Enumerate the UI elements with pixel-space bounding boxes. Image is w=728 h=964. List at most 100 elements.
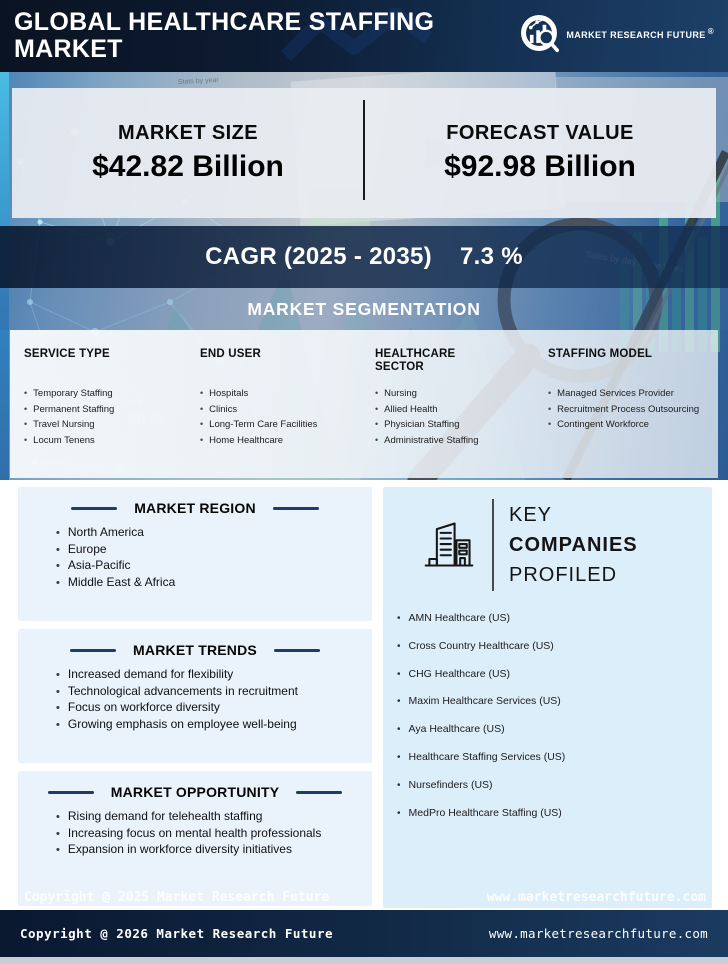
title-dash-left: [47, 790, 94, 794]
segmentation-column-staffing-model: STAFFING MODEL Managed Services Provider…: [548, 348, 718, 478]
list-item: Long-Term Care Facilities: [200, 417, 375, 433]
key-companies-title-line2: COMPANIES: [509, 534, 638, 556]
forecast-value-stat: FORECAST VALUE $92.98 Billion: [364, 88, 716, 218]
registered-mark: ®: [707, 26, 714, 36]
key-companies-card: KEY COMPANIES PROFILED AMN Healthcare (U…: [383, 487, 712, 908]
market-size-label: MARKET SIZE: [118, 122, 258, 144]
forecast-value-value: $92.98 Billion: [444, 150, 636, 183]
list-item: Hospitals: [200, 386, 375, 402]
key-companies-list: AMN Healthcare (US)Cross Country Healthc…: [397, 605, 712, 827]
list-item: Asia-Pacific: [56, 558, 372, 575]
list-item: Technological advancements in recruitmen…: [56, 684, 372, 701]
market-region-card: MARKET REGION North AmericaEuropeAsia-Pa…: [18, 487, 372, 621]
list-item: Maxim Healthcare Services (US): [397, 688, 712, 716]
list-item: Focus on workforce diversity: [56, 700, 372, 717]
list-item: Recruitment Process Outsourcing: [548, 402, 718, 418]
segmentation-list: Temporary StaffingPermanent StaffingTrav…: [24, 386, 200, 448]
title-dash-right: [272, 506, 319, 510]
segmentation-column-service-type: SERVICE TYPE Temporary StaffingPermanent…: [24, 348, 200, 478]
list-item: Europe: [56, 542, 372, 559]
hero-photo-section: Stats by year: [0, 72, 728, 480]
segmentation-column-title: SERVICE TYPE: [24, 348, 110, 360]
segmentation-column-end-user: END USER HospitalsClinicsLong-Term Care …: [200, 348, 375, 478]
segmentation-column-title: STAFFING MODEL: [548, 348, 653, 360]
title-dash-left: [71, 506, 118, 510]
stats-panel: MARKET SIZE $42.82 Billion FORECAST VALU…: [12, 88, 716, 218]
page-title-line1: GLOBAL HEALTHCARE STAFFING: [14, 8, 435, 36]
header-decoration: [281, 8, 433, 61]
list-item: Increasing focus on mental health profes…: [56, 826, 372, 843]
header: GLOBAL HEALTHCARE STAFFING MARKET MARKET…: [0, 0, 728, 72]
market-size-value: $42.82 Billion: [92, 150, 284, 183]
footer-website: www.marketresearchfuture.com: [488, 926, 708, 941]
page-title-line2: MARKET: [14, 35, 123, 63]
market-opportunity-title-row: MARKET OPPORTUNITY: [18, 784, 372, 800]
key-companies-title-line3: PROFILED: [509, 564, 618, 586]
market-opportunity-card: MARKET OPPORTUNITY Rising demand for tel…: [18, 771, 372, 906]
list-item: Administrative Staffing: [375, 433, 548, 449]
watermark-website: www.marketresearchfuture.com: [486, 890, 706, 905]
footer: Copyright @ 2026 Market Research Future …: [0, 910, 728, 957]
segmentation-list: HospitalsClinicsLong-Term Care Facilitie…: [200, 386, 375, 448]
brand-logo-text: MARKET RESEARCH FUTURE ®: [566, 26, 714, 40]
market-region-title: MARKET REGION: [134, 500, 256, 516]
title-dash-left: [70, 648, 117, 652]
list-item: Home Healthcare: [200, 433, 375, 449]
market-size-stat: MARKET SIZE $42.82 Billion: [12, 88, 364, 218]
list-item: Aya Healthcare (US): [397, 716, 712, 744]
list-item: Physician Staffing: [375, 417, 548, 433]
key-companies-title-line1: KEY: [509, 504, 553, 526]
svg-text:Stats by year: Stats by year: [178, 77, 220, 86]
market-region-title-row: MARKET REGION: [18, 500, 372, 516]
list-item: Travel Nursing: [24, 417, 200, 433]
forecast-value-label: FORECAST VALUE: [446, 122, 634, 144]
key-companies-title: KEY COMPANIES PROFILED: [509, 500, 638, 590]
key-companies-header: KEY COMPANIES PROFILED: [383, 487, 712, 591]
segmentation-column-title: HEALTHCARE SECTOR: [375, 348, 456, 373]
list-item: Increased demand for flexibility: [56, 667, 372, 684]
title-dash-right: [273, 648, 320, 652]
list-item: Nursing: [375, 386, 548, 402]
segmentation-list: Managed Services ProviderRecruitment Pro…: [548, 386, 718, 433]
market-trends-list: Increased demand for flexibilityTechnolo…: [56, 667, 372, 733]
cagr-band: CAGR (2025 - 2035) 7.3 %: [0, 226, 728, 288]
cards-section: MARKET REGION North AmericaEuropeAsia-Pa…: [0, 480, 728, 910]
list-item: Healthcare Staffing Services (US): [397, 744, 712, 772]
stats-divider: [363, 100, 365, 200]
list-item: Locum Tenens: [24, 433, 200, 449]
list-item: Cross Country Healthcare (US): [397, 633, 712, 661]
market-region-list: North AmericaEuropeAsia-PacificMiddle Ea…: [56, 525, 372, 591]
list-item: Temporary Staffing: [24, 386, 200, 402]
cagr-label: CAGR (2025 - 2035): [205, 243, 432, 270]
market-trends-card: MARKET TRENDS Increased demand for flexi…: [18, 629, 372, 763]
list-item: North America: [56, 525, 372, 542]
market-opportunity-list: Rising demand for telehealth staffingInc…: [56, 809, 372, 859]
brand-logo: MARKET RESEARCH FUTURE ®: [519, 13, 714, 53]
list-item: Contingent Workforce: [548, 417, 718, 433]
list-item: CHG Healthcare (US): [397, 661, 712, 689]
list-item: Rising demand for telehealth staffing: [56, 809, 372, 826]
cagr-value: 7.3 %: [459, 243, 523, 270]
list-item: Nursefinders (US): [397, 772, 712, 800]
building-icon: [424, 522, 474, 567]
vertical-divider: [492, 499, 494, 591]
list-item: Growing emphasis on employee well-being: [56, 717, 372, 734]
segmentation-column-healthcare-sector: HEALTHCARE SECTOR NursingAllied HealthPh…: [375, 348, 548, 478]
bottom-strip: [0, 957, 728, 964]
segmentation-panel: SERVICE TYPE Temporary StaffingPermanent…: [10, 330, 718, 478]
list-item: Clinics: [200, 402, 375, 418]
list-item: Managed Services Provider: [548, 386, 718, 402]
list-item: Allied Health: [375, 402, 548, 418]
title-dash-right: [296, 790, 343, 794]
list-item: AMN Healthcare (US): [397, 605, 712, 633]
market-opportunity-title: MARKET OPPORTUNITY: [110, 784, 280, 800]
list-item: MedPro Healthcare Staffing (US): [397, 800, 712, 828]
list-item: Middle East & Africa: [56, 575, 372, 592]
market-trends-title: MARKET TRENDS: [133, 642, 257, 658]
segmentation-title: MARKET SEGMENTATION: [247, 298, 481, 319]
list-item: Permanent Staffing: [24, 402, 200, 418]
segmentation-list: NursingAllied HealthPhysician StaffingAd…: [375, 386, 548, 448]
segmentation-column-title: END USER: [200, 348, 262, 360]
segmentation-heading: MARKET SEGMENTATION: [0, 288, 728, 330]
